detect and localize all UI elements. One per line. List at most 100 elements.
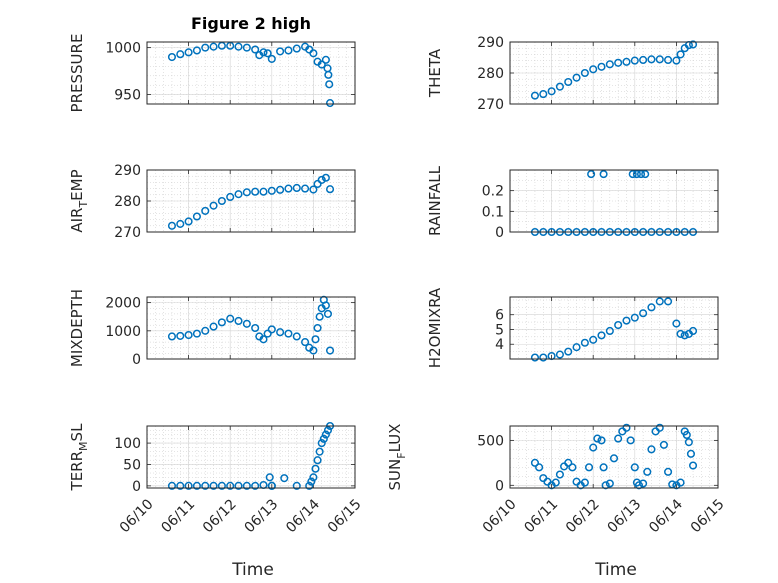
data-point (622, 423, 631, 432)
data-point (319, 434, 328, 443)
data-point (267, 186, 276, 195)
data-point (626, 436, 635, 445)
data-point (176, 50, 185, 59)
data-point (547, 87, 556, 96)
data-point (311, 335, 320, 344)
data-point (530, 458, 540, 467)
data-point (234, 42, 243, 51)
x-axis-label: Time (594, 560, 637, 580)
y-tick-label: 500 (477, 433, 504, 449)
data-point (589, 335, 598, 344)
axes-frame (509, 425, 719, 489)
axes-frame (146, 41, 356, 105)
data-point (630, 313, 639, 322)
data-point (622, 57, 631, 66)
data-point (597, 62, 606, 71)
data-point (259, 187, 268, 196)
data-point (672, 319, 681, 328)
y-tick-label: 0.2 (482, 184, 504, 200)
data-point (307, 477, 316, 486)
data-point (572, 73, 581, 82)
data-point (276, 47, 285, 56)
data-point (280, 474, 289, 483)
data-point (535, 463, 544, 472)
data-point (676, 478, 685, 487)
y-tick-label: 280 (477, 66, 504, 82)
data-point (192, 212, 201, 221)
data-point (589, 443, 598, 452)
data-point (317, 60, 326, 69)
data-point (217, 481, 226, 490)
data-point (217, 196, 226, 206)
data-point (639, 309, 648, 318)
data-point (643, 467, 652, 476)
data-point (647, 445, 656, 454)
data-point (226, 192, 235, 202)
data-point (589, 65, 598, 74)
figure-title: Figure 2 high (191, 14, 311, 33)
data-point (628, 170, 637, 179)
axes-background (147, 426, 355, 488)
data-point (572, 343, 581, 352)
y-tick-label: 290 (477, 35, 504, 51)
data-point (555, 350, 564, 359)
data-point (292, 183, 301, 193)
y-tick-label: 50 (123, 457, 141, 473)
data-point (630, 56, 639, 65)
data-point (325, 346, 335, 355)
y-tick-label: 270 (114, 225, 141, 241)
data-point (317, 439, 326, 448)
data-point (267, 481, 276, 490)
y-tick-label: 290 (114, 163, 141, 179)
data-point (276, 328, 285, 337)
data-point (251, 187, 260, 196)
series-markers (167, 295, 335, 355)
data-point (209, 42, 218, 51)
data-point (267, 54, 276, 63)
data-point (682, 430, 691, 440)
data-point (242, 319, 251, 328)
data-point (192, 46, 201, 55)
data-point (284, 329, 293, 338)
data-point (647, 55, 656, 64)
data-point (313, 323, 322, 333)
data-point (655, 297, 664, 306)
y-tick-label: 0 (495, 478, 504, 494)
data-point (655, 55, 664, 64)
data-point (551, 478, 560, 487)
data-point (226, 314, 235, 323)
data-point (251, 481, 260, 490)
data-point (301, 184, 310, 193)
data-point (614, 58, 623, 67)
y-tick-label: 0 (132, 479, 141, 495)
y-tick-label: 2000 (105, 296, 141, 312)
data-point (325, 99, 335, 108)
data-point (309, 473, 318, 482)
data-point (321, 173, 330, 182)
axes-frame (509, 296, 719, 360)
data-point (263, 329, 272, 338)
data-point (201, 43, 210, 52)
data-point (664, 297, 673, 306)
data-point (226, 481, 235, 490)
data-point (167, 52, 177, 62)
data-point (265, 473, 274, 482)
subplot-theta: 270 280 290 THETA (426, 35, 719, 113)
axes-background (510, 170, 718, 232)
y-axis-label: TERRMSL (68, 423, 90, 492)
data-point (593, 434, 602, 443)
data-point (530, 91, 540, 100)
y-axis-label: AIRTEMP (68, 169, 90, 232)
axes-frame (509, 169, 719, 233)
data-point (584, 463, 594, 472)
data-point (184, 481, 193, 490)
axes-frame (146, 296, 356, 360)
y-tick-label: 1000 (105, 41, 141, 57)
axes-background (510, 297, 718, 359)
data-point (251, 45, 260, 54)
subplot-pressure: 950 1000 PRESSURE (68, 34, 356, 112)
y-tick-label: 5 (495, 322, 504, 338)
y-axis-label: THETA (426, 48, 444, 98)
data-point (192, 481, 201, 490)
y-tick-label: 6 (495, 308, 504, 324)
